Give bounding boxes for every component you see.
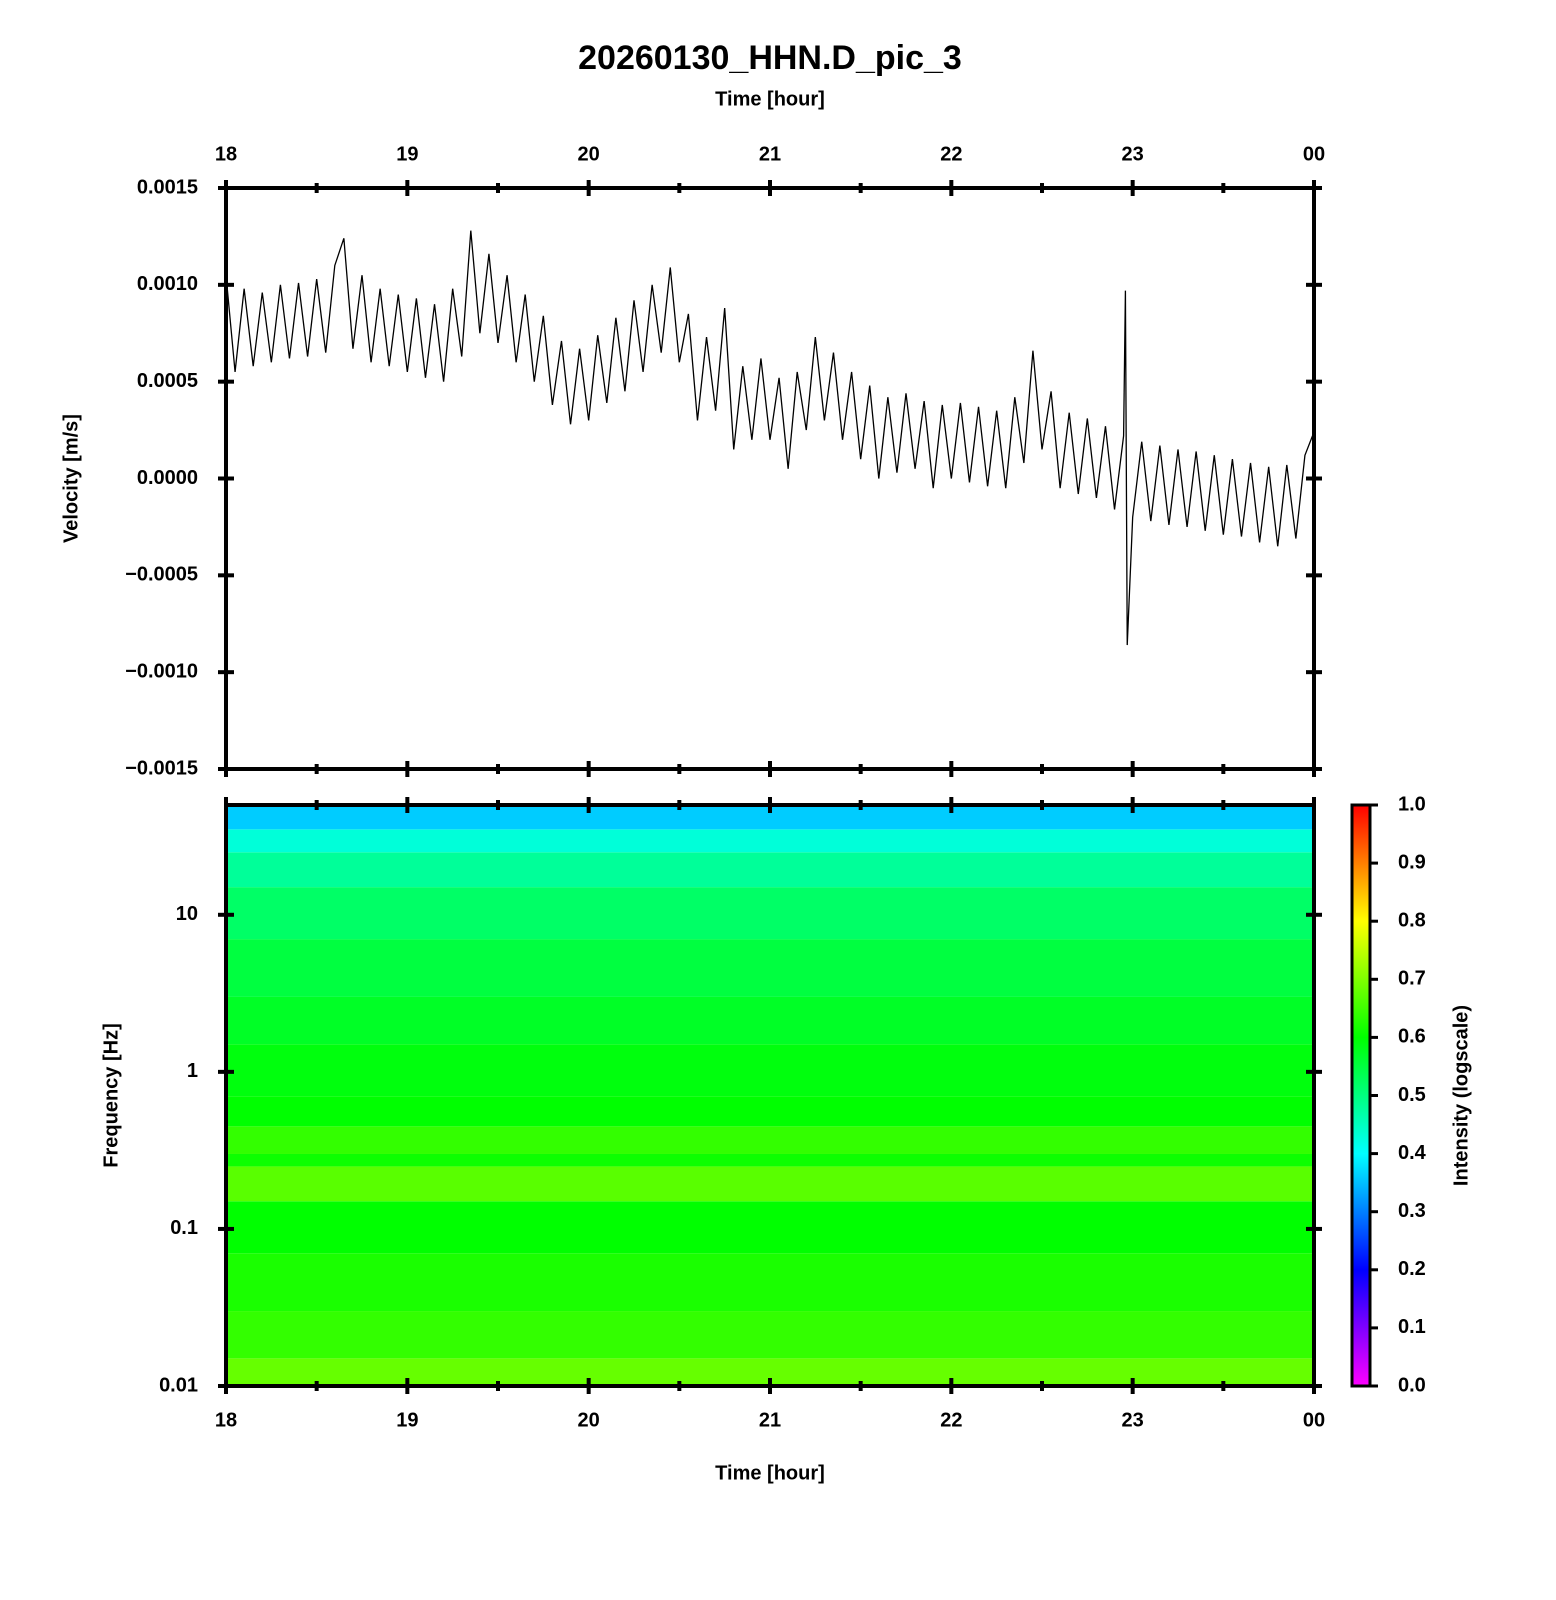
y-tick-label: 0.01 (159, 1374, 198, 1396)
x-tick-label: 22 (940, 1409, 962, 1431)
spectrogram-band (226, 1311, 1314, 1359)
colorbar-tick-label: 0.0 (1398, 1374, 1426, 1396)
spectrogram-band (226, 1166, 1314, 1202)
y-tick-label: −0.0005 (125, 564, 198, 586)
x-tick-label: 21 (759, 1409, 781, 1431)
x-tick-label: 20 (578, 1409, 600, 1431)
colorbar-tick-label: 0.9 (1398, 851, 1426, 873)
x-tick-label: 18 (215, 143, 237, 165)
x-tick-label: 00 (1303, 143, 1325, 165)
colorbar-tick-label: 0.6 (1398, 1026, 1426, 1048)
y-axis-label: Frequency [Hz] (100, 1023, 122, 1167)
x-tick-label: 21 (759, 143, 781, 165)
colorbar-tick-label: 0.5 (1398, 1084, 1426, 1106)
colorbar (1350, 803, 1372, 1388)
spectrogram-band (226, 939, 1314, 997)
x-tick-label: 18 (215, 1409, 237, 1431)
y-tick-label: 0.0005 (137, 370, 198, 392)
x-tick-label: 23 (1122, 1409, 1144, 1431)
y-tick-label: 0.1 (170, 1217, 198, 1239)
colorbar-tick-label: 0.3 (1398, 1200, 1426, 1222)
x-tick-label: 19 (396, 1409, 418, 1431)
y-tick-label: −0.0015 (125, 757, 198, 779)
y-tick-label: 0.0000 (137, 467, 198, 489)
spectrogram-band (226, 1201, 1314, 1254)
y-tick-label: 1 (187, 1060, 198, 1082)
y-tick-label: −0.0010 (125, 660, 198, 682)
spectrogram-band (226, 996, 1314, 1045)
x-axis-label: Time [hour] (715, 88, 825, 110)
colorbar-label: Intensity (logscale) (1450, 1005, 1472, 1186)
spectrogram-band (226, 1253, 1314, 1312)
x-tick-label: 00 (1303, 1409, 1325, 1431)
spectrogram-band (226, 1126, 1314, 1154)
spectrogram-band (226, 1153, 1314, 1167)
velocity-trace (225, 230, 1315, 646)
spectrogram-band (226, 852, 1314, 888)
spectrogram-band (226, 1096, 1314, 1127)
spectrogram-band (226, 829, 1314, 853)
y-tick-label: 10 (176, 903, 198, 925)
y-tick-label: 0.0015 (137, 176, 198, 198)
colorbar-tick-label: 0.4 (1398, 1142, 1427, 1164)
chart-title: 20260130_HHN.D_pic_3 (578, 39, 962, 77)
spectrogram-band (226, 1044, 1314, 1097)
plot-frame (224, 186, 1316, 771)
x-tick-label: 20 (578, 143, 600, 165)
x-axis-label: Time [hour] (715, 1462, 825, 1484)
colorbar-tick-label: 0.7 (1398, 968, 1426, 990)
colorbar-tick-label: 0.8 (1398, 909, 1426, 931)
spectrogram-band (226, 887, 1314, 940)
colorbar-tick-label: 0.1 (1398, 1316, 1426, 1338)
y-axis-label: Velocity [m/s] (60, 414, 82, 543)
x-tick-label: 19 (396, 143, 418, 165)
colorbar-tick-label: 1.0 (1398, 793, 1426, 815)
colorbar-tick-label: 0.2 (1398, 1258, 1426, 1280)
x-tick-label: 23 (1122, 143, 1144, 165)
x-tick-label: 22 (940, 143, 962, 165)
y-tick-label: 0.0010 (137, 273, 198, 295)
